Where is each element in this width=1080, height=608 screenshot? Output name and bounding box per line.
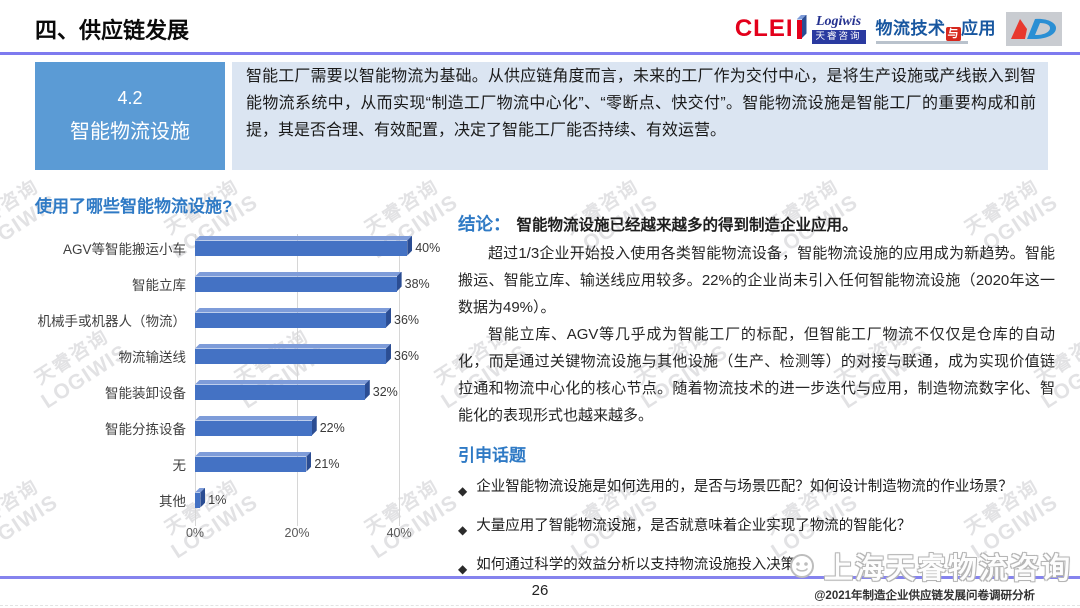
topics-list: ◆ 企业智能物流设施是如何选用的，是否与场景匹配？如何设计制造物流的作业场景？ ◆…	[458, 476, 1055, 580]
x-axis-tick: 20%	[284, 526, 310, 540]
category-label: 智能分拣设备	[105, 422, 186, 437]
clei-logo: CLEI	[735, 15, 802, 43]
chart-row: 无 21%	[35, 446, 455, 482]
page-number: 26	[531, 582, 549, 599]
magazine-and-badge: 与	[945, 27, 961, 41]
bar	[195, 276, 397, 292]
chart-row: 智能装卸设备 32%	[35, 374, 455, 410]
diamond-bullet-icon: ◆	[458, 484, 468, 498]
logistics-tech-magazine-logo: 物流技术与应用	[875, 14, 997, 44]
topic-text: 如何通过科学的效益分析以支持物流设施投入决策？	[476, 557, 810, 573]
chart-rows: AGV等智能搬运小车 40% 智能立库 38% 机械手或机器人（物流） 36% 物流输送线 3…	[35, 230, 455, 518]
bar-value-label: 36%	[394, 313, 420, 327]
topic-item: ◆ 大量应用了智能物流设施，是否就意味着企业实现了物流的智能化？	[458, 515, 1055, 541]
category-label: 其他	[159, 494, 186, 509]
clei-logo-bar	[796, 19, 802, 39]
chart-row: 其他 1%	[35, 482, 455, 518]
bar	[195, 312, 387, 328]
magazine-text-2: 应用	[961, 19, 996, 38]
brand-watermark-text: 上海天睿物流咨询	[823, 553, 1072, 585]
conclusion-paragraph-2: 智能立库、AGV等几乎成为智能工厂的标配，但智能工厂物流不仅仅是仓库的自动化，而…	[458, 326, 1055, 424]
diamond-bullet-icon: ◆	[458, 562, 468, 576]
bar-value-label: 21%	[314, 457, 340, 471]
x-axis-tick: 40%	[386, 526, 412, 540]
x-axis: 0% 20% 40%	[186, 526, 445, 546]
bar-value-label: 32%	[372, 385, 398, 399]
bar-track: 36%	[195, 338, 455, 374]
gridline	[399, 234, 401, 526]
magazine-tagline-bar	[875, 41, 968, 44]
bar-value-label: 1%	[208, 493, 227, 507]
bar	[195, 384, 365, 400]
category-label: 机械手或机器人（物流）	[37, 314, 187, 329]
chart-row: 物流输送线 36%	[35, 338, 455, 374]
bar-track: 21%	[195, 446, 455, 482]
topic-item: ◆ 如何通过科学的效益分析以支持物流设施投入决策？	[458, 554, 1055, 580]
conclusion-label: 结论：	[458, 214, 511, 234]
conclusion-headline: 智能物流设施已经越来越多的得到制造企业应用。	[516, 217, 858, 234]
logiwis-logo-name: Logiwis	[815, 14, 862, 29]
page-title: 四、供应链发展	[35, 18, 190, 43]
bar	[195, 240, 408, 256]
ad-logo	[1006, 12, 1062, 46]
chart-row: 智能分拣设备 22%	[35, 410, 455, 446]
bar	[195, 456, 307, 472]
bar	[195, 348, 387, 364]
logiwis-logo: Logiwis 天睿咨询	[811, 14, 866, 44]
bar-track: 32%	[195, 374, 455, 410]
logo-strip: CLEI Logiwis 天睿咨询 物流技术与应用	[735, 12, 1062, 46]
section-name: 智能物流设施	[70, 121, 190, 143]
bar-track: 38%	[195, 266, 455, 302]
magazine-text-1: 物流技术	[875, 19, 946, 38]
topic-text: 大量应用了智能物流设施，是否就意味着企业实现了物流的智能化？	[476, 518, 912, 534]
chart-row: 智能立库 38%	[35, 266, 455, 302]
gridline	[195, 234, 196, 526]
bar	[195, 492, 201, 508]
chart-row: AGV等智能搬运小车 40%	[35, 230, 455, 266]
category-label: 无	[172, 458, 187, 473]
bottom-edge-line	[0, 605, 1080, 606]
wechat-icon	[789, 554, 814, 578]
category-label: 物流输送线	[118, 350, 187, 365]
category-label: 智能装卸设备	[105, 386, 186, 401]
analysis-column: 结论： 智能物流设施已经越来越多的得到制造企业应用。 超过1/3企业开始投入使用…	[458, 211, 1055, 593]
section-number: 4.2	[117, 88, 143, 108]
bar-value-label: 38%	[404, 277, 430, 291]
topics-title: 引申话题	[458, 446, 526, 465]
logiwis-logo-sub: 天睿咨询	[811, 30, 866, 44]
diamond-bullet-icon: ◆	[458, 523, 468, 537]
topic-item: ◆ 企业智能物流设施是如何选用的，是否与场景匹配？如何设计制造物流的作业场景？	[458, 476, 1055, 502]
conclusion-paragraph-1: 超过1/3企业开始投入使用各类智能物流设备，智能物流设施的应用成为新趋势。智能搬…	[458, 245, 1055, 316]
bar-value-label: 40%	[415, 241, 441, 255]
brand-watermark: 上海天睿物流咨询	[786, 545, 1072, 587]
bar-track: 36%	[195, 302, 455, 338]
clei-logo-text: CLEI	[734, 15, 794, 42]
category-label: 智能立库	[132, 278, 186, 293]
bar	[195, 420, 312, 436]
bar-value-label: 36%	[394, 349, 420, 363]
intro-text: 智能工厂需要以智能物流为基础。从供应链角度而言，未来的工厂作为交付中心，是将生产…	[232, 62, 1048, 170]
bar-track: 1%	[195, 482, 455, 518]
chart-title: 使用了哪些智能物流设施?	[35, 197, 233, 216]
x-axis-tick: 0%	[185, 526, 205, 540]
topic-text: 企业智能物流设施是如何选用的，是否与场景匹配？如何设计制造物流的作业场景？	[476, 479, 1013, 495]
footer-divider	[0, 576, 1080, 579]
bar-chart: AGV等智能搬运小车 40% 智能立库 38% 机械手或机器人（物流） 36% 物流输送线 3…	[35, 230, 455, 546]
bar-track: 40%	[195, 230, 455, 266]
bar-value-label: 22%	[319, 421, 345, 435]
section-badge: 4.2 智能物流设施	[35, 62, 225, 170]
chart-row: 机械手或机器人（物流） 36%	[35, 302, 455, 338]
footer-note: @2021年制造企业供应链发展问卷调研分析	[814, 590, 1035, 602]
bar-track: 22%	[195, 410, 455, 446]
category-label: AGV等智能搬运小车	[62, 242, 186, 257]
header-divider	[0, 52, 1080, 55]
